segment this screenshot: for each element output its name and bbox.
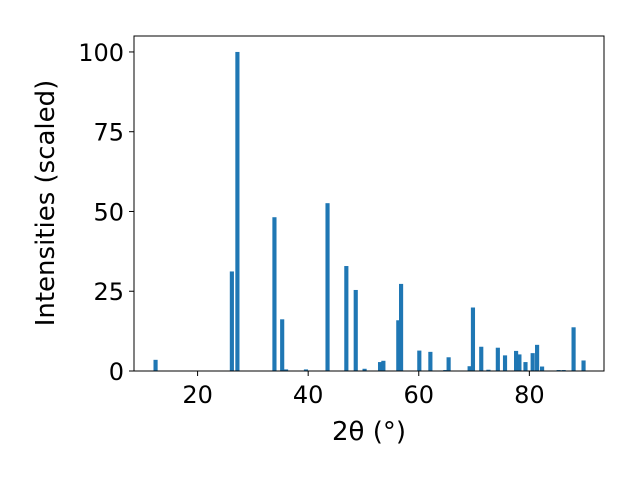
bar-27 [523,362,528,371]
bar-15 [417,350,422,371]
plot-frame [133,35,605,372]
bar-26 [517,354,522,371]
bar-28 [530,353,535,371]
y-tick-label-0: 0 [109,358,124,386]
y-tick-label-100: 100 [78,39,124,67]
x-tick-label-80: 80 [514,381,545,409]
y-tick-label-50: 50 [93,198,124,226]
y-tick-label-75: 75 [93,119,124,147]
bar-7 [325,203,330,371]
x-tick-label-40: 40 [293,381,324,409]
bar-25 [514,350,519,371]
bar-11 [377,362,383,371]
bar-24 [502,355,508,371]
bar-8 [344,266,349,371]
bar-3 [272,217,277,371]
bar-series [153,51,586,371]
bar-0 [153,359,158,371]
bar-12 [381,360,386,371]
x-axis-label: 2θ (°) [332,417,406,447]
bar-5 [283,369,289,371]
bar-1 [229,271,234,371]
bar-2 [235,51,240,371]
y-axis-label: Intensities (scaled) [31,80,61,327]
bar-9 [353,289,358,371]
bar-16 [428,351,433,371]
bar-30 [540,366,545,371]
bar-23 [495,347,500,371]
bar-14 [399,283,404,371]
bar-10 [362,368,367,371]
x-tick-label-60: 60 [403,381,434,409]
x-tick-label-20: 20 [182,381,213,409]
bar-13 [396,320,401,371]
y-tick-label-25: 25 [93,278,124,306]
bar-18 [446,357,451,371]
bar-34 [581,360,586,371]
bar-19 [467,366,472,371]
bar-6 [303,369,309,371]
bar-33 [571,327,576,371]
bar-21 [479,346,484,371]
bar-22 [486,369,491,371]
y-axis-ticks: 0 25 50 75 100 [78,39,134,386]
x-axis-ticks: 20 40 60 80 [182,371,545,409]
bar-20 [470,307,476,371]
bar-4 [280,319,285,371]
bar-29 [535,344,540,371]
